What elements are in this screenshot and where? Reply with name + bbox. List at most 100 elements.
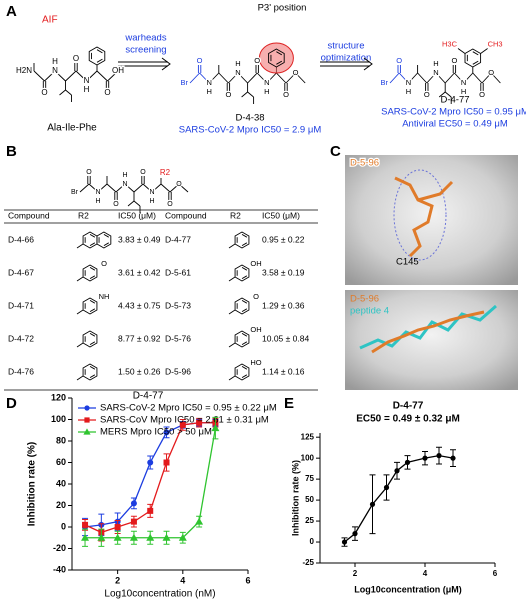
y-tick-label: 0 xyxy=(61,521,66,531)
atom-label: O xyxy=(167,201,173,208)
bond xyxy=(142,183,153,193)
data-point xyxy=(130,500,137,507)
ring xyxy=(234,363,250,381)
legend-label: SARS-CoV-2 Mpro IC50 = 0.95 ± 0.22 μM xyxy=(100,403,277,414)
data-point xyxy=(84,405,90,411)
structure-image xyxy=(345,290,518,390)
y-tick-label: 20 xyxy=(56,500,66,510)
y-tick-label: -25 xyxy=(302,558,314,567)
atom-label: O xyxy=(293,68,299,77)
compound-cell: D-4-71 xyxy=(8,300,34,310)
bond xyxy=(276,51,283,56)
compound-cell: D-5-73 xyxy=(165,300,191,310)
bond xyxy=(115,183,126,193)
atom-label: O xyxy=(488,68,494,77)
atom-label: H xyxy=(406,87,411,96)
arrow-label: screening xyxy=(125,45,166,56)
y-tick-label: 60 xyxy=(56,457,66,467)
bond xyxy=(276,60,283,65)
atom-label: N xyxy=(433,68,438,77)
bond xyxy=(241,242,248,246)
ic50-cell: 4.43 ± 0.75 xyxy=(118,300,161,310)
bond xyxy=(178,183,189,193)
bond xyxy=(124,183,135,193)
atom-label: H xyxy=(122,172,127,179)
bond xyxy=(169,183,180,193)
bond xyxy=(199,72,210,84)
y-tick-label: 80 xyxy=(56,435,66,445)
bond xyxy=(89,300,96,304)
bond xyxy=(247,72,258,84)
bond xyxy=(444,91,452,98)
x-tick-label: 2 xyxy=(353,569,358,578)
data-point xyxy=(341,539,348,545)
atom-label: H xyxy=(84,85,90,94)
bond xyxy=(65,70,77,82)
bond xyxy=(241,275,248,279)
bond xyxy=(228,276,236,282)
compound-cell: D-4-77 xyxy=(165,234,191,244)
ic50-cell: 10.05 ± 0.84 xyxy=(262,333,309,343)
atom-label: H xyxy=(235,59,240,68)
compound-cell: D-5-96 xyxy=(165,366,191,376)
bond xyxy=(96,70,108,82)
bond xyxy=(54,70,66,82)
bond xyxy=(76,276,84,282)
ic50-cell: 1.14 ± 0.16 xyxy=(262,366,305,376)
bond xyxy=(97,183,108,193)
y-tick-label: 50 xyxy=(305,495,314,504)
table-header: Compound xyxy=(8,210,50,220)
ring xyxy=(234,297,250,315)
atom-label: O xyxy=(104,88,110,97)
bond xyxy=(472,72,483,84)
bond xyxy=(228,243,236,249)
structure-image xyxy=(345,155,518,285)
compound-cell: D-4-66 xyxy=(8,234,34,244)
bond xyxy=(241,366,248,370)
arrow xyxy=(320,57,373,71)
bond xyxy=(241,341,248,345)
data-point xyxy=(383,484,390,491)
bond xyxy=(59,89,66,96)
compound-cell: D-5-61 xyxy=(165,267,191,277)
x-axis-label: Log10concentration (nM) xyxy=(104,589,215,600)
atom-label: H xyxy=(461,87,466,96)
bond xyxy=(76,342,84,348)
chart-title: D-4-77 xyxy=(393,401,424,412)
x-tick-label: 6 xyxy=(493,569,498,578)
atom-label: H xyxy=(149,198,154,205)
atom-label: Br xyxy=(381,78,389,87)
atom-label: H3C xyxy=(442,39,458,48)
atom-label: N xyxy=(461,78,466,87)
bond xyxy=(276,72,287,84)
activity: SARS-CoV-2 Mpro IC50 = 0.95 μM xyxy=(381,107,526,118)
data-point xyxy=(178,533,187,541)
bond xyxy=(86,70,98,82)
atom-label: HO xyxy=(250,358,261,367)
legend-label: MERS Mpro IC50 > 50 μM xyxy=(100,427,212,438)
atom-label: Br xyxy=(71,189,79,196)
ic50-cell: 3.83 ± 0.49 xyxy=(118,234,161,244)
data-point xyxy=(130,518,137,525)
bond xyxy=(228,375,236,381)
bond xyxy=(457,48,466,54)
ic50-cell: 0.95 ± 0.22 xyxy=(262,234,305,244)
data-point xyxy=(450,455,456,461)
table-header: R2 xyxy=(230,210,241,220)
ic50-cell: 8.77 ± 0.92 xyxy=(118,333,161,343)
ring xyxy=(82,330,98,348)
atom-label: O xyxy=(225,90,231,99)
bond xyxy=(89,374,96,378)
atom-label: H2N xyxy=(16,66,32,75)
bond xyxy=(89,341,96,345)
x-axis-label: Log10concentration (μM) xyxy=(354,584,462,594)
bond xyxy=(241,308,248,312)
atom-label: O xyxy=(253,292,259,301)
data-point xyxy=(195,517,204,525)
bond xyxy=(127,200,135,207)
bond xyxy=(256,72,268,84)
x-tick-label: 6 xyxy=(245,575,250,585)
bond xyxy=(65,89,72,96)
atom-label: O xyxy=(254,56,260,65)
